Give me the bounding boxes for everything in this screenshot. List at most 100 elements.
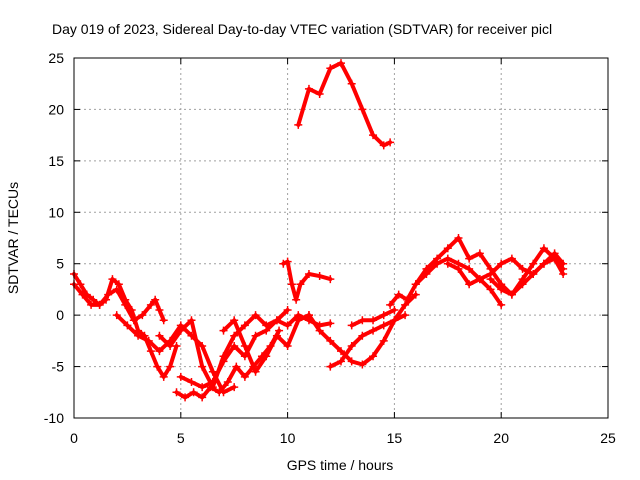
- x-axis-ticks: 0 5 10 15 20 25: [70, 58, 616, 446]
- data-point: [240, 321, 249, 330]
- data-point: [112, 311, 121, 320]
- data-point: [475, 275, 484, 284]
- data-point: [337, 357, 345, 366]
- data-point: [187, 378, 196, 386]
- data-point: [176, 372, 185, 381]
- data-point: [230, 331, 239, 340]
- data-point: [518, 264, 527, 273]
- data-point: [146, 347, 155, 356]
- data-point: [144, 336, 153, 345]
- data-point: [251, 367, 260, 376]
- data-point: [507, 290, 516, 299]
- data-point: [283, 321, 292, 330]
- data-point: [422, 270, 431, 278]
- data-point: [159, 372, 168, 381]
- data-point: [386, 300, 395, 309]
- data-point: [283, 306, 292, 314]
- data-point: [159, 316, 168, 325]
- data-point: [315, 90, 324, 98]
- data-point: [240, 372, 249, 381]
- data-point: [240, 342, 249, 350]
- series-track-16: [488, 251, 566, 297]
- data-point: [155, 306, 164, 314]
- data-point: [89, 295, 98, 304]
- x-tick-label: 15: [387, 430, 403, 446]
- data-point: [394, 290, 403, 299]
- data-point: [539, 244, 548, 253]
- series-track-11: [328, 313, 408, 369]
- data-point: [104, 290, 113, 299]
- data-point: [337, 59, 345, 68]
- data-point: [153, 362, 162, 371]
- data-point: [95, 300, 104, 309]
- data-point: [223, 378, 232, 386]
- data-point: [315, 272, 324, 281]
- data-point: [208, 378, 217, 386]
- y-tick-label: 5: [56, 256, 64, 272]
- y-tick-label: 20: [48, 101, 64, 117]
- y-tick-label: 15: [48, 153, 64, 169]
- data-point: [497, 259, 506, 268]
- data-point: [108, 275, 117, 284]
- data-point: [326, 336, 335, 345]
- data-point: [347, 321, 356, 330]
- series-track-13: [388, 236, 566, 307]
- chart-title: Day 019 of 2023, Sidereal Day-to-day VTE…: [52, 21, 552, 37]
- data-point: [454, 234, 463, 242]
- data-point: [411, 280, 420, 289]
- data-point: [529, 270, 538, 278]
- data-point: [326, 319, 335, 328]
- data-point: [369, 352, 378, 361]
- data-point: [230, 342, 239, 350]
- data-point: [443, 259, 452, 268]
- data-point: [287, 280, 296, 289]
- data-point: [401, 300, 410, 309]
- data-point: [262, 326, 271, 335]
- data-point: [219, 357, 228, 366]
- data-point: [454, 264, 463, 273]
- data-point: [347, 79, 356, 88]
- data-point: [347, 342, 356, 350]
- data-point: [146, 300, 155, 309]
- data-point: [304, 270, 313, 278]
- data-point: [181, 393, 190, 402]
- data-point: [486, 285, 495, 294]
- data-point: [208, 367, 217, 376]
- data-point: [294, 316, 303, 325]
- data-point: [379, 321, 388, 330]
- data-point: [155, 347, 164, 356]
- data-point: [198, 393, 207, 402]
- data-point: [465, 280, 474, 289]
- data-point: [251, 331, 260, 340]
- data-point: [283, 342, 292, 350]
- data-point: [369, 326, 378, 335]
- data-point: [275, 326, 284, 335]
- data-point: [304, 84, 313, 93]
- data-series-layer: [70, 59, 568, 402]
- series-track-10: [307, 292, 418, 367]
- data-point: [433, 259, 442, 268]
- data-point: [279, 259, 288, 268]
- data-point: [198, 383, 207, 392]
- data-point: [379, 336, 388, 345]
- data-point: [87, 300, 96, 309]
- data-point: [272, 331, 281, 340]
- data-point: [358, 360, 367, 369]
- data-point: [155, 331, 164, 340]
- data-point: [475, 249, 484, 258]
- data-point: [358, 331, 367, 340]
- data-point: [129, 316, 138, 325]
- data-point: [176, 326, 185, 335]
- data-point: [386, 138, 395, 147]
- data-point: [390, 306, 399, 314]
- series-track-15: [445, 261, 504, 307]
- data-point: [230, 316, 239, 325]
- data-point: [198, 362, 207, 371]
- data-point: [497, 285, 506, 294]
- data-point: [559, 259, 568, 268]
- data-point: [518, 280, 527, 289]
- data-point: [187, 316, 196, 325]
- data-point: [326, 275, 335, 284]
- data-point: [403, 295, 412, 304]
